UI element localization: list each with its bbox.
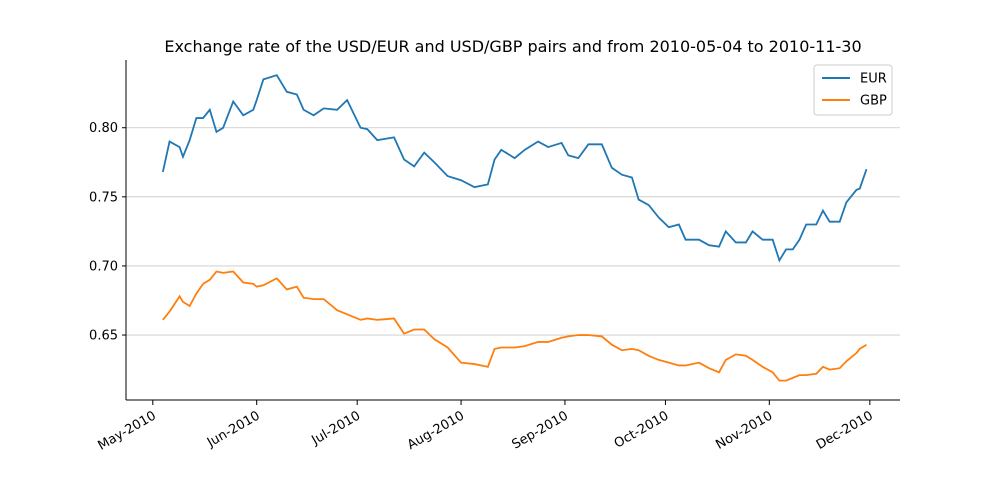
x-tick-label: Sep-2010 bbox=[509, 408, 570, 452]
x-tick-label: Aug-2010 bbox=[405, 408, 467, 453]
y-tick-label: 0.70 bbox=[89, 259, 118, 274]
x-tick-label: Dec-2010 bbox=[814, 408, 876, 452]
y-tick-label: 0.75 bbox=[89, 190, 118, 205]
y-tick-label: 0.65 bbox=[89, 329, 118, 344]
x-tick-label: Nov-2010 bbox=[713, 408, 775, 452]
legend-label: GBP bbox=[860, 94, 887, 109]
legend-label: EUR bbox=[860, 72, 887, 87]
x-tick-label: May-2010 bbox=[96, 408, 159, 453]
y-tick-label: 0.80 bbox=[89, 121, 118, 136]
series-line bbox=[162, 270, 867, 382]
legend: EUR GBP bbox=[813, 64, 893, 116]
chart-title: Exchange rate of the USD/EUR and USD/GBP… bbox=[164, 37, 861, 56]
series-line bbox=[161, 74, 868, 263]
x-tick-label: Oct-2010 bbox=[612, 408, 672, 451]
x-tick-label: Jul-2010 bbox=[309, 408, 364, 448]
x-tick-label: Jun-2010 bbox=[204, 408, 263, 451]
